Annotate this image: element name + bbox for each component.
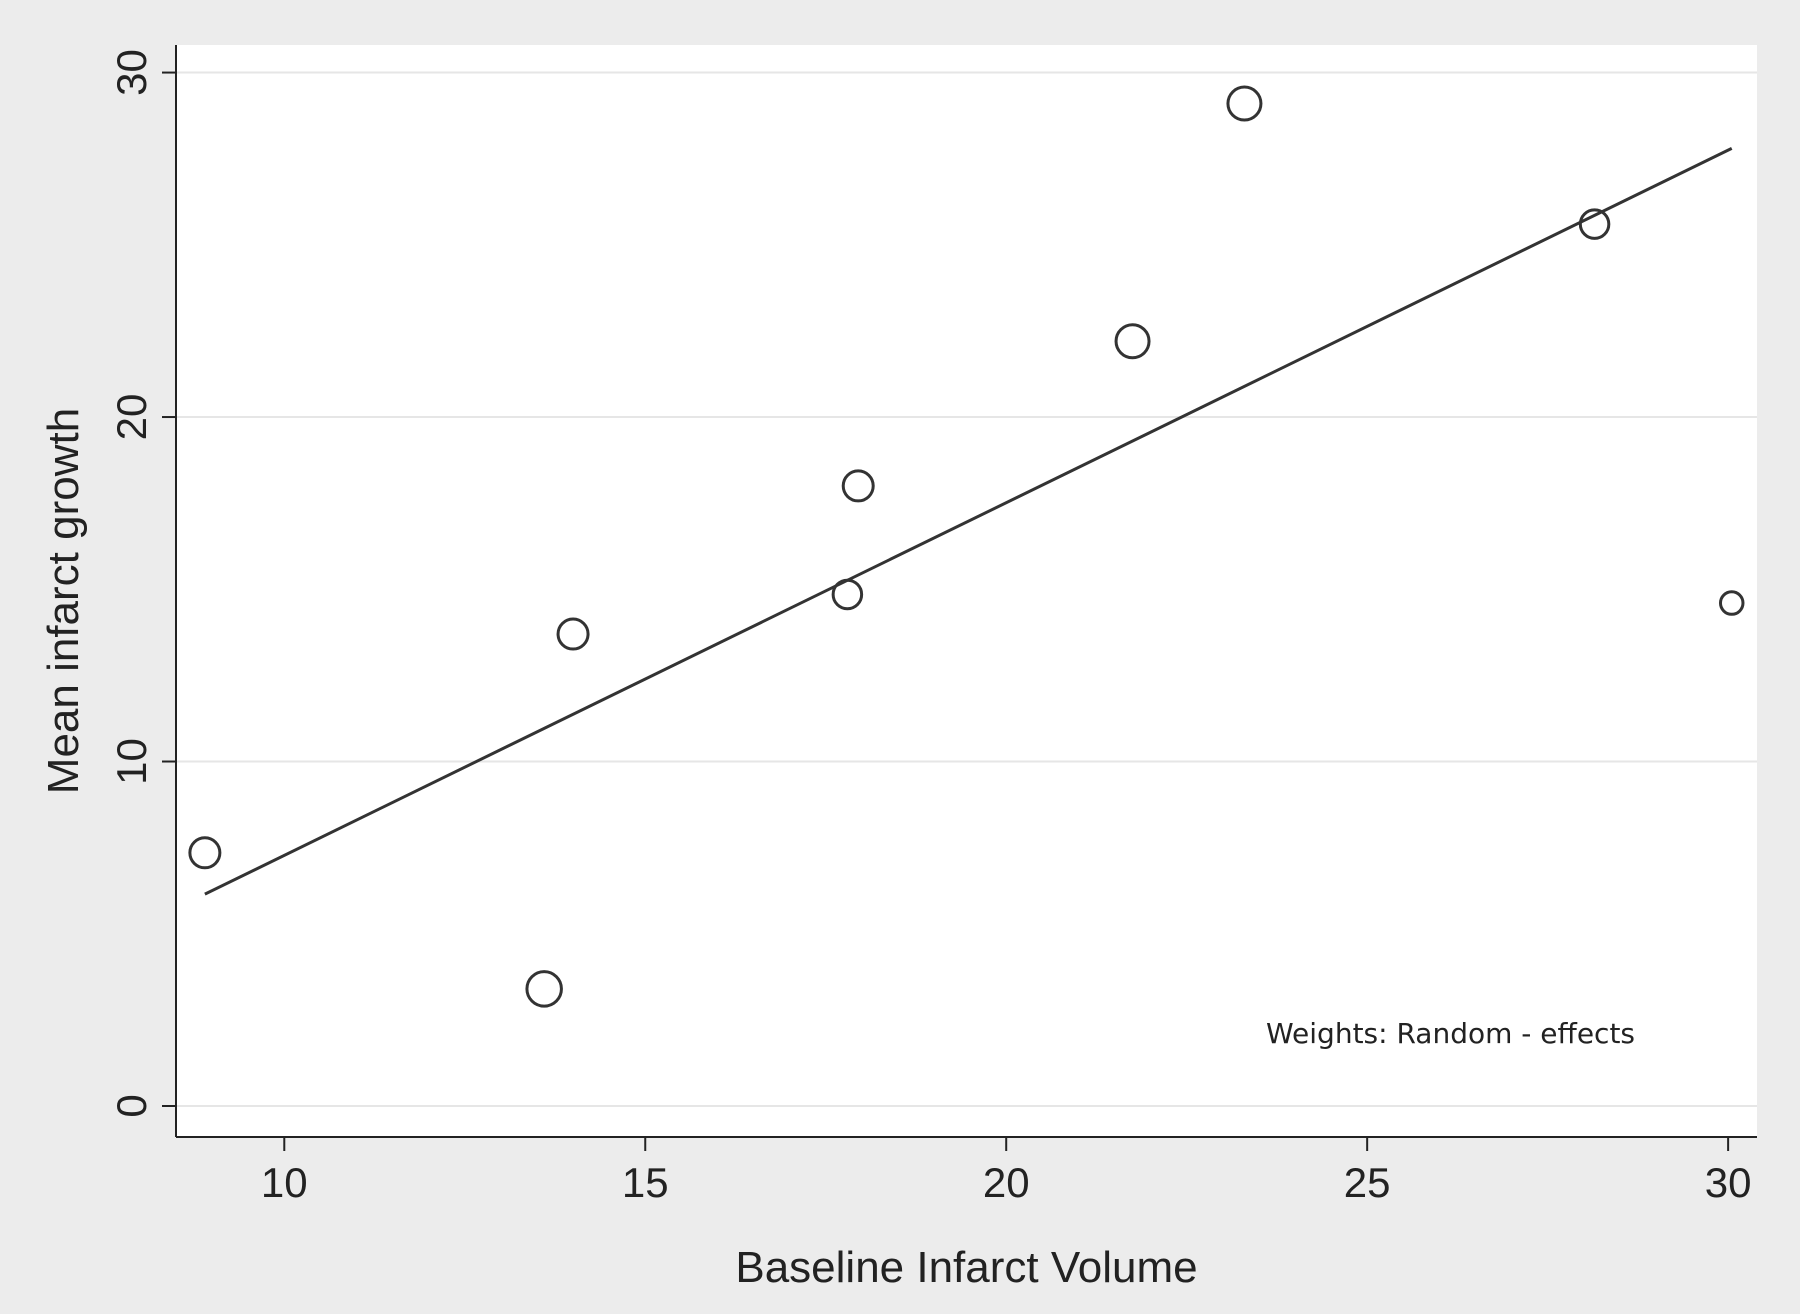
y-axis-title: Mean infarct growth bbox=[39, 408, 88, 794]
plot-area bbox=[176, 45, 1757, 1137]
data-point bbox=[188, 836, 222, 870]
data-point bbox=[525, 970, 563, 1008]
weights-annotation: Weights: Random - effects bbox=[1266, 1017, 1635, 1050]
y-tick-label: 30 bbox=[108, 49, 155, 96]
fit-line-layer bbox=[204, 146, 1733, 896]
y-tick-label: 20 bbox=[108, 394, 155, 441]
x-axis-title: Baseline Infarct Volume bbox=[735, 1243, 1197, 1292]
data-point bbox=[556, 617, 590, 651]
y-tick-label: 10 bbox=[108, 738, 155, 785]
regression-line bbox=[204, 146, 1733, 896]
axes bbox=[162, 45, 1757, 1151]
data-point bbox=[841, 469, 875, 503]
x-tick-label: 30 bbox=[1705, 1159, 1752, 1206]
data-point bbox=[1578, 208, 1611, 240]
data-point bbox=[831, 578, 864, 611]
grid-lines bbox=[176, 71, 1757, 1107]
data-point bbox=[1718, 590, 1745, 616]
tick-labels: 0 10 20 30 10 15 20 25 30 bbox=[108, 49, 1751, 1206]
data-point bbox=[1114, 323, 1151, 360]
x-tick-label: 15 bbox=[622, 1159, 669, 1206]
x-tick-label: 10 bbox=[261, 1159, 308, 1206]
y-tick-label: 0 bbox=[108, 1094, 155, 1117]
points-layer bbox=[188, 85, 1745, 1008]
data-point bbox=[1226, 85, 1263, 122]
x-tick-label: 25 bbox=[1344, 1159, 1391, 1206]
x-tick-label: 20 bbox=[983, 1159, 1030, 1206]
